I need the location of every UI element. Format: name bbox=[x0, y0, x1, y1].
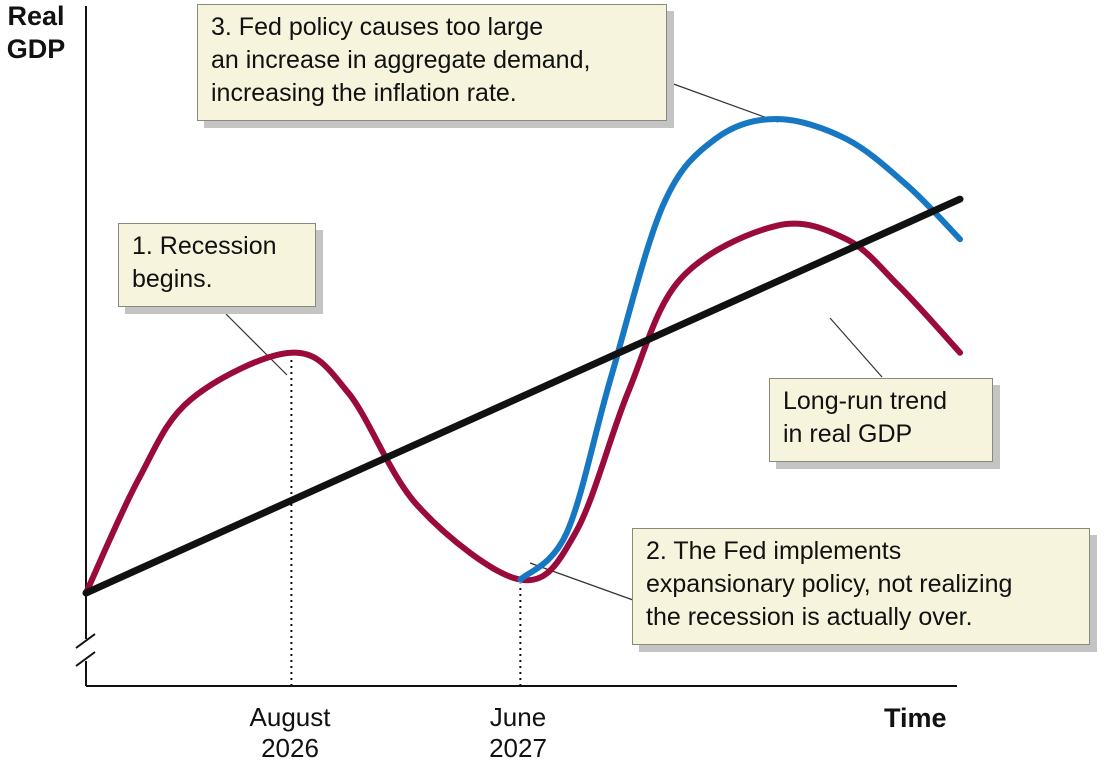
axis-break-mark-upper bbox=[75, 633, 96, 649]
series-actual-line bbox=[83, 220, 963, 596]
series-trend-line bbox=[82, 195, 964, 597]
axes bbox=[75, 6, 957, 687]
x-tick-label-august-2026: August 2026 bbox=[249, 702, 331, 763]
axis-break-mark-lower bbox=[75, 651, 96, 667]
series-fed-policy-line bbox=[517, 115, 963, 583]
leader-trend bbox=[829, 317, 883, 378]
x-tick-label-june-2027: June 2027 bbox=[489, 702, 547, 763]
leader-recession bbox=[225, 313, 288, 376]
leader-fed-policy bbox=[529, 562, 634, 601]
annotation-aggregate-demand-too-large: 3. Fed policy causes too large an increa… bbox=[197, 4, 667, 121]
annotation-long-run-trend: Long-run trend in real GDP bbox=[769, 378, 993, 462]
x-axis-title: Time bbox=[884, 703, 947, 733]
annotation-recession-begins: 1. Recession begins. bbox=[118, 223, 316, 307]
tick-guides bbox=[290, 356, 522, 686]
leader-lines bbox=[225, 81, 883, 601]
annotation-fed-expansionary-policy: 2. The Fed implements expansionary polic… bbox=[632, 528, 1090, 645]
leader-too-large bbox=[667, 81, 779, 123]
y-axis-title: Real GDP bbox=[6, 1, 66, 64]
